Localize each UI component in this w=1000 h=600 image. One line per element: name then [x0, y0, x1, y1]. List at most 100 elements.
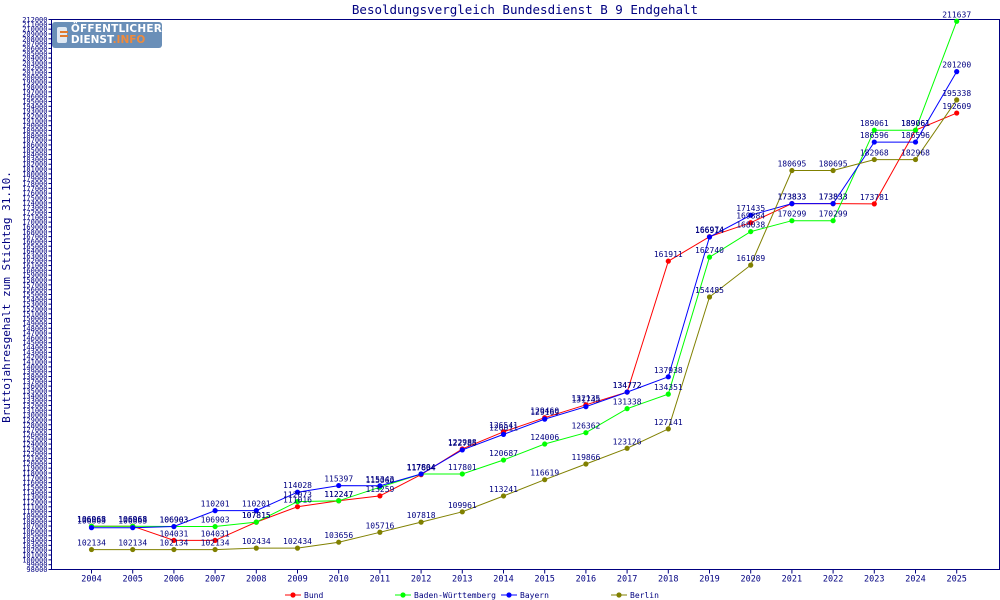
- y-tick-label: 191000: [22, 117, 47, 125]
- data-label: 123126: [613, 437, 642, 446]
- data-label: 112073: [283, 491, 312, 500]
- data-point: [130, 546, 136, 553]
- legend-marker: [290, 592, 296, 598]
- x-tick-label: 2020: [740, 575, 760, 585]
- y-tick-label: 122000: [22, 450, 47, 458]
- data-label: 115343: [365, 475, 394, 484]
- data-point: [377, 483, 383, 489]
- data-label: 110201: [242, 500, 271, 509]
- y-tick-label: 172000: [22, 209, 47, 217]
- data-label: 189061: [901, 119, 930, 128]
- y-tick-label: 117000: [22, 474, 47, 482]
- y-tick-label: 174000: [22, 199, 47, 207]
- data-point: [954, 110, 960, 116]
- y-tick-label: 207000: [22, 40, 47, 48]
- data-label-layer: 106968 106968 104031 104031 107815 111016 1122…: [77, 10, 971, 547]
- data-label: 162740: [695, 246, 724, 255]
- data-label: 211637: [942, 10, 971, 19]
- data-point: [294, 504, 301, 510]
- data-point: [418, 519, 424, 525]
- y-tick-label: 152000: [22, 305, 47, 313]
- data-point: [542, 477, 548, 483]
- y-tick-label: 146000: [22, 334, 47, 342]
- x-tick-label: 2023: [864, 575, 884, 585]
- data-label: 170299: [777, 210, 806, 219]
- data-label: 166914: [695, 226, 724, 235]
- y-tick-label: 119000: [22, 465, 47, 473]
- data-label: 107815: [242, 511, 271, 520]
- y-tick-label: 147000: [22, 330, 47, 338]
- x-tick-label: 2012: [411, 575, 431, 585]
- logo-line-2a: DIENST: [70, 34, 113, 46]
- data-label: 182968: [901, 149, 930, 158]
- data-point: [954, 97, 960, 103]
- data-point: [789, 167, 795, 174]
- legend-label: Bayern: [520, 591, 549, 600]
- data-label: 168038: [736, 221, 765, 230]
- data-label: 173833: [819, 193, 848, 202]
- data-label: 117664: [407, 464, 436, 473]
- logo-line-2b: .INFO: [112, 34, 146, 46]
- y-tick-label: 105000: [22, 532, 47, 540]
- data-point: [542, 441, 548, 447]
- site-logo: ÖFFENTLICHER DIENST.INFO: [52, 22, 162, 48]
- y-tick-label: 140000: [22, 363, 47, 371]
- y-tick-label: 192000: [22, 112, 47, 120]
- data-label: 112247: [324, 490, 353, 499]
- x-tick-label: 2014: [493, 575, 513, 585]
- data-label: 102434: [283, 537, 312, 546]
- data-label: 113259: [365, 485, 394, 494]
- data-label: 154485: [695, 286, 724, 295]
- data-point: [871, 127, 877, 133]
- y-tick-label: 139000: [22, 368, 47, 376]
- data-label: 180695: [819, 160, 848, 169]
- y-tick-label: 203000: [22, 59, 47, 67]
- data-label: 131338: [613, 398, 642, 407]
- data-point: [789, 201, 795, 207]
- data-point: [665, 426, 671, 432]
- x-tick-label: 2024: [905, 575, 925, 585]
- x-tick-label: 2005: [122, 575, 142, 585]
- x-tick-label: 2019: [699, 575, 719, 585]
- y-tick-label: 168000: [22, 228, 47, 236]
- data-point: [830, 218, 836, 224]
- y-tick-label: 197000: [22, 88, 47, 96]
- y-tick-label: 157000: [22, 281, 47, 289]
- data-point: [954, 69, 960, 75]
- x-tick-label: 2010: [328, 575, 348, 585]
- x-axis: 2004 2005 2006 2007 2008 2009 2010 2011 2012 2013…: [81, 569, 967, 585]
- data-point: [212, 537, 218, 544]
- legend: Bund Baden-Württemberg Bayern Berlin: [285, 591, 659, 600]
- y-tick-label: 189000: [22, 127, 47, 135]
- y-tick-label: 151000: [22, 310, 47, 318]
- data-point: [871, 201, 877, 207]
- data-point: [336, 482, 342, 489]
- y-tick-label: 144000: [22, 344, 47, 352]
- data-label: 170299: [819, 210, 848, 219]
- y-tick-label: 170000: [22, 219, 47, 227]
- x-tick-label: 2011: [370, 575, 390, 585]
- legend-marker: [506, 592, 512, 598]
- y-tick-label: 171000: [22, 214, 47, 222]
- y-tick-label: 158000: [22, 277, 47, 285]
- data-label: 122785: [448, 439, 477, 448]
- data-point: [500, 457, 507, 463]
- data-label: 126541: [489, 421, 518, 430]
- y-tick-label: 102000: [22, 547, 47, 555]
- data-point: [912, 156, 919, 163]
- y-tick-label: 115000: [22, 484, 47, 492]
- y-tick-label: 138000: [22, 373, 47, 381]
- data-point: [830, 167, 836, 174]
- y-tick-label: 136000: [22, 383, 47, 391]
- y-tick-label: 181000: [22, 166, 47, 174]
- y-tick-label: 107000: [22, 523, 47, 531]
- data-label: 104031: [201, 529, 230, 538]
- data-label: 110201: [201, 500, 230, 509]
- data-point: [954, 18, 960, 24]
- data-label: 104031: [159, 529, 188, 538]
- y-tick-label: 127000: [22, 426, 47, 434]
- y-tick-label: 167000: [22, 233, 47, 241]
- y-tick-label: 111000: [22, 503, 47, 511]
- series-line: [91, 99, 958, 551]
- y-tick-label: 175000: [22, 195, 47, 203]
